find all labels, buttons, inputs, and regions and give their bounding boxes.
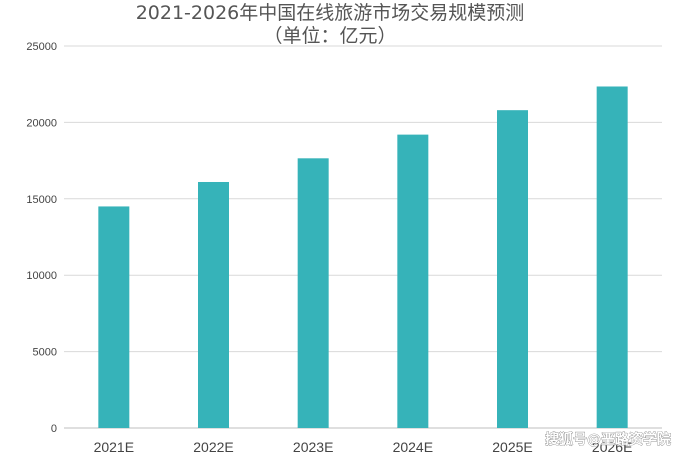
bar-2021E [98, 206, 130, 428]
y-axis-tick-labels: 0 5000 10000 15000 20000 25000 [26, 41, 57, 435]
y-tick-label: 0 [51, 423, 57, 435]
x-category-label: 2025E [492, 439, 532, 455]
y-tick-label: 10000 [26, 270, 57, 282]
x-axis-category-labels: 2021E 2022E 2023E 2024E 2025E 2026E [94, 439, 633, 455]
bar-2024E [397, 134, 429, 428]
bar-2023E [297, 158, 329, 429]
x-category-label: 2022E [193, 439, 233, 455]
watermark-text: 搜狐号@垩路资学院 [545, 431, 671, 448]
bars [98, 86, 628, 429]
x-category-label: 2024E [393, 439, 433, 455]
y-tick-label: 25000 [26, 41, 57, 53]
x-category-label: 2023E [293, 439, 333, 455]
x-category-label: 2021E [94, 439, 134, 455]
bar-2022E [198, 181, 229, 428]
gridlines [64, 45, 662, 429]
x-category-label: 2026E [592, 439, 632, 455]
bar-2025E [497, 110, 528, 429]
bar-2026E [596, 86, 628, 428]
y-tick-label: 15000 [26, 194, 57, 206]
y-tick-label: 5000 [33, 347, 57, 359]
y-tick-label: 20000 [26, 117, 57, 129]
chart-title-line2: （单位：亿元） [263, 25, 396, 47]
chart-title-line1: 2021-2026年中国在线旅游市场交易规模预测 [136, 2, 525, 24]
